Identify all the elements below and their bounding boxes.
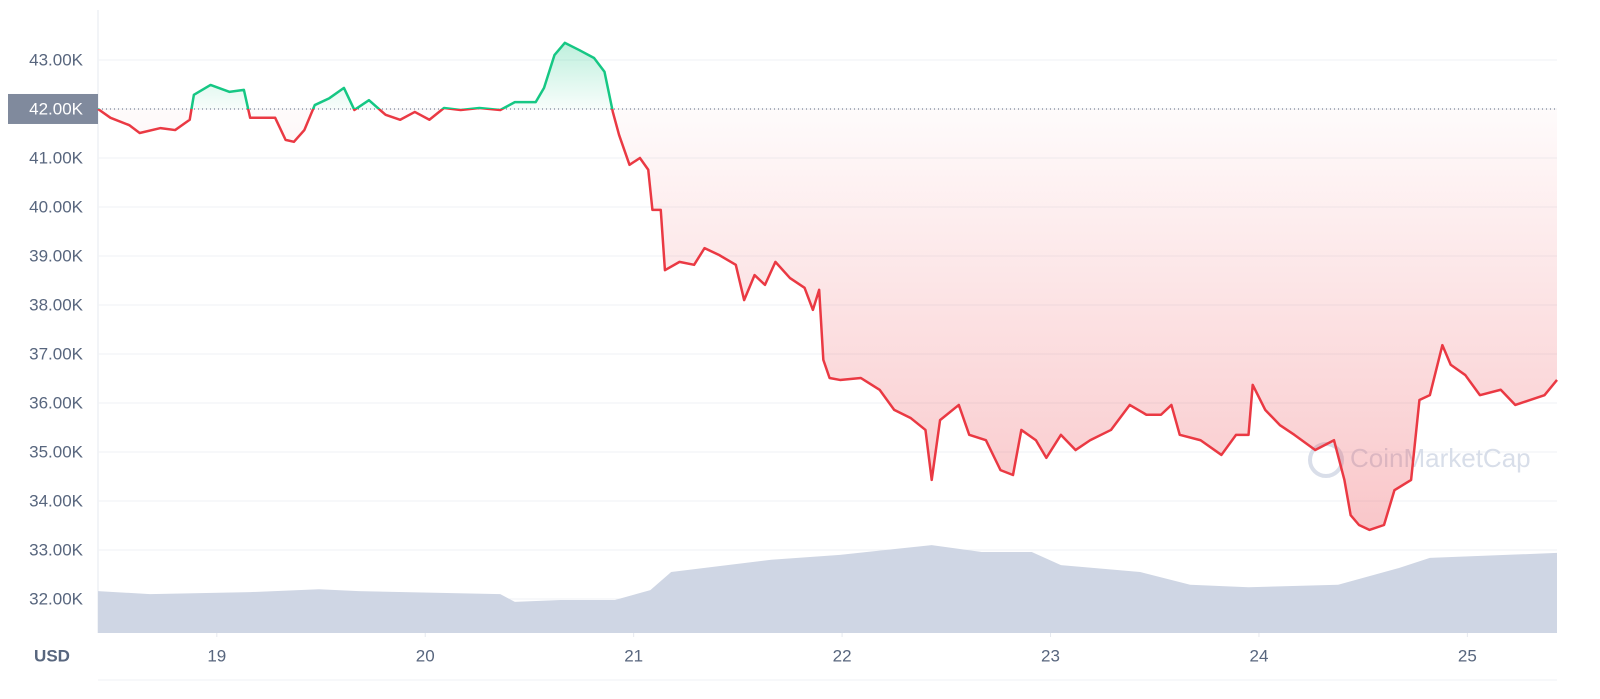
y-tick-label: 32.00K — [29, 589, 84, 608]
y-tick-label: 41.00K — [29, 148, 84, 167]
price-area — [98, 42, 1557, 530]
y-tick-label: 34.00K — [29, 491, 84, 510]
y-tick-label: 35.00K — [29, 442, 84, 461]
y-tick-label: 40.00K — [29, 197, 84, 216]
x-tick-label: 25 — [1458, 646, 1477, 665]
x-tick-label: 20 — [416, 646, 435, 665]
y-tick-label: 43.00K — [29, 50, 84, 69]
y-tick-label: 39.00K — [29, 246, 84, 265]
x-tick-label: 23 — [1041, 646, 1060, 665]
y-tick-highlight — [8, 93, 98, 124]
currency-label: USD — [34, 646, 70, 665]
x-tick-label: 24 — [1249, 646, 1268, 665]
y-tick-label: 36.00K — [29, 393, 84, 412]
x-tick-label: 19 — [207, 646, 226, 665]
y-tick-label: 38.00K — [29, 295, 84, 314]
y-tick-label: 37.00K — [29, 344, 84, 363]
price-line — [97, 41, 1558, 532]
x-tick-label: 21 — [624, 646, 643, 665]
volume-area — [98, 545, 1557, 633]
y-tick-label: 33.00K — [29, 540, 84, 559]
y-tick-label: 42.00K — [29, 99, 84, 118]
x-tick-label: 22 — [833, 646, 852, 665]
